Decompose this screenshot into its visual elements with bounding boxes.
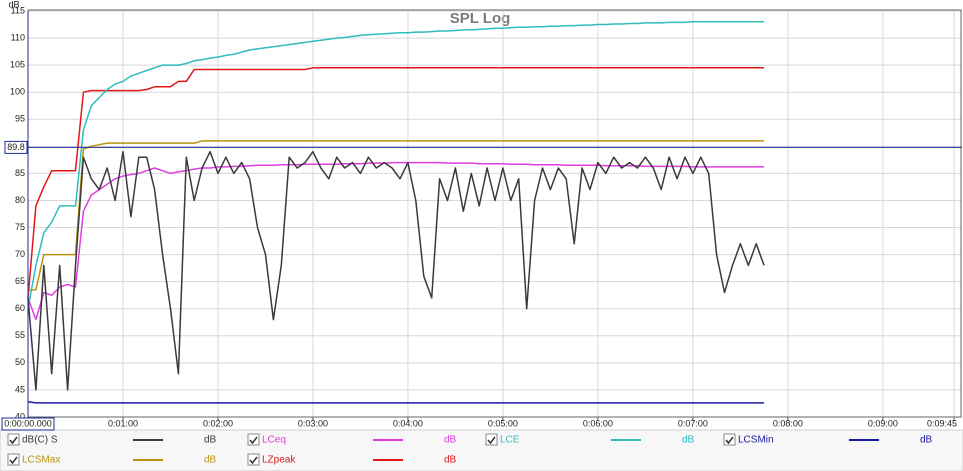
legend-name: LCE — [500, 435, 520, 446]
checkbox-check — [487, 436, 496, 445]
series-line — [27, 150, 765, 391]
legend-checkbox[interactable] — [485, 433, 498, 446]
x-tick-label: 0:09:45 — [927, 418, 957, 428]
legend-unit: dB — [682, 435, 695, 446]
legend-checkbox[interactable] — [723, 433, 736, 446]
checkbox-check — [249, 456, 258, 465]
series-line — [27, 21, 765, 309]
y-tick-label: 50 — [15, 357, 25, 367]
y-tick-label: 70 — [15, 249, 25, 259]
legend-panel — [0, 429, 963, 471]
legend-unit: dB — [444, 455, 457, 466]
chart-title: SPL Log — [450, 10, 511, 27]
y-tick-label: 45 — [15, 384, 25, 394]
y-tick-label: 110 — [11, 32, 25, 42]
legend-unit: dB — [204, 455, 217, 466]
y-tick-label: 80 — [15, 195, 25, 205]
legend-checkbox[interactable] — [7, 453, 20, 466]
series-line — [27, 161, 765, 321]
cursor-y-label: 89.8 — [7, 142, 25, 152]
x-tick-label: 0:06:00 — [583, 418, 613, 428]
legend-name: LCSMin — [738, 435, 774, 446]
legend-name: dB(C) S — [22, 435, 58, 446]
legend-name: LCSMax — [22, 455, 60, 466]
y-tick-label: 40 — [15, 411, 25, 421]
legend-unit: dB — [920, 435, 933, 446]
cursor-x-box — [1, 417, 55, 431]
x-tick-label: 0:07:00 — [678, 418, 708, 428]
x-tick-label: 0:04:00 — [393, 418, 423, 428]
legend-unit: dB — [204, 435, 217, 446]
legend-checkbox[interactable] — [247, 433, 260, 446]
x-tick-label: 0:09:00 — [868, 418, 898, 428]
y-tick-label: 95 — [15, 114, 25, 124]
legend-checkbox[interactable] — [7, 433, 20, 446]
y-tick-label: 100 — [10, 87, 25, 97]
checkbox-check — [725, 436, 734, 445]
legend-unit: dB — [444, 435, 457, 446]
x-tick-label: 0:05:00 — [488, 418, 518, 428]
y-tick-label: 105 — [10, 60, 25, 70]
y-tick-label: 65 — [15, 276, 25, 286]
y-tick-label: 60 — [15, 303, 25, 313]
legend-name: LCeq — [262, 435, 286, 446]
series-line — [27, 67, 765, 298]
legend-checkbox[interactable] — [247, 453, 260, 466]
x-tick-label: 0:03:00 — [298, 418, 328, 428]
x-tick-label: 0:02:00 — [203, 418, 233, 428]
legend-name: LZpeak — [262, 455, 296, 466]
checkbox-check — [9, 436, 18, 445]
series-line — [27, 401, 765, 404]
series-line — [28, 140, 765, 291]
y-tick-label: 115 — [11, 5, 25, 15]
cursor-y-box — [4, 140, 28, 154]
x-tick-label: 0:08:00 — [773, 418, 803, 428]
checkbox-check — [249, 436, 258, 445]
x-tick-label: 0:01:00 — [108, 418, 138, 428]
y-tick-label: 75 — [15, 222, 25, 232]
y-axis-label: dB — [8, 0, 19, 9]
y-tick-label: 55 — [15, 330, 25, 340]
cursor-x-label: 0:00:00.000 — [4, 418, 52, 428]
checkbox-check — [9, 456, 18, 465]
y-tick-label: 85 — [15, 168, 25, 178]
